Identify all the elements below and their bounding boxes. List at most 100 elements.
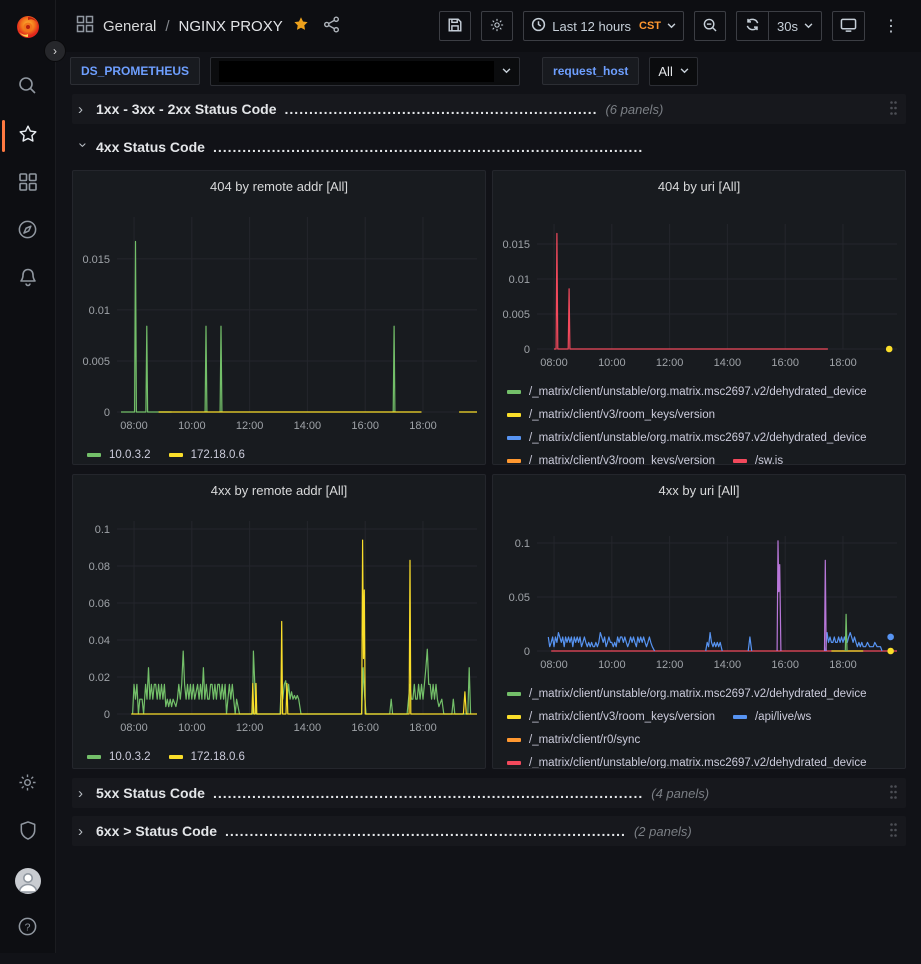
svg-text:0.08: 0.08 xyxy=(89,561,110,573)
svg-text:?: ? xyxy=(25,921,31,933)
timeseries-chart[interactable]: 08:00 10:00 12:00 14:00 16:00 18:00 0 0.005 0.01… xyxy=(73,201,485,441)
svg-text:12:00: 12:00 xyxy=(656,357,684,369)
sidebar-item-profile[interactable] xyxy=(0,857,56,905)
legend-item[interactable]: 172.18.0.6 xyxy=(168,448,245,461)
svg-text:08:00: 08:00 xyxy=(540,357,568,369)
legend-item[interactable]: /_matrix/client/v3/room_keys/version xyxy=(507,711,715,723)
panel-title[interactable]: 404 by uri [All] xyxy=(657,178,741,194)
row-header-6xx[interactable]: › 6xx > Status Code ....................… xyxy=(72,816,906,846)
svg-text:18:00: 18:00 xyxy=(829,659,857,671)
zoom-out-time-button[interactable] xyxy=(694,11,727,41)
svg-text:16:00: 16:00 xyxy=(351,722,379,734)
legend-swatch xyxy=(507,760,521,765)
panel-4xx-by-uri: 4xx by uri [All] 08:00 10:00 12:00 14:00 16:… xyxy=(492,474,906,769)
time-range-label: Last 12 hours xyxy=(552,18,632,34)
legend-item[interactable]: 10.0.3.2 xyxy=(87,449,151,461)
sidebar-item-server-admin[interactable] xyxy=(0,809,56,857)
chevron-down-icon xyxy=(667,23,676,29)
legend-label: 172.18.0.6 xyxy=(190,448,245,461)
legend-swatch xyxy=(87,754,101,759)
panel-4xx-by-remote-addr: 4xx by remote addr [All] 08:00 10:00 12:00… xyxy=(72,474,486,769)
row-drag-handle-icon[interactable] xyxy=(889,822,898,841)
legend-label: 10.0.3.2 xyxy=(109,448,151,461)
variable-value-ds-prometheus[interactable] xyxy=(210,56,521,86)
row-leader-dots: ........................................… xyxy=(225,823,626,839)
legend-swatch xyxy=(168,754,183,759)
legend-item[interactable]: /_matrix/client/unstable/org.matrix.msc2… xyxy=(507,386,867,398)
panel-title[interactable]: 4xx by remote addr [All] xyxy=(210,482,348,498)
legend-item[interactable]: /_matrix/client/r0/sync xyxy=(507,734,640,746)
legend-swatch xyxy=(507,737,521,742)
sidebar-item-dashboards[interactable] xyxy=(0,160,56,208)
svg-text:0.02: 0.02 xyxy=(89,672,110,684)
variable-value-request-host[interactable]: All xyxy=(649,56,698,86)
legend-item[interactable]: /sw.js xyxy=(732,455,783,464)
row-header-1xx-3xx-2xx[interactable]: › 1xx - 3xx - 2xx Status Code ..........… xyxy=(72,94,906,124)
sidebar-expand-button[interactable]: › xyxy=(44,40,66,62)
row-title: 4xx Status Code xyxy=(96,139,205,155)
kebab-menu-button[interactable]: ⋮ xyxy=(875,11,907,41)
legend-item[interactable]: 172.18.0.6 xyxy=(168,751,245,763)
dashboard-scroll-area: › 1xx - 3xx - 2xx Status Code ..........… xyxy=(56,90,921,964)
timeseries-chart[interactable]: 08:00 10:00 12:00 14:00 16:00 18:00 0 0.05 0.1 xyxy=(493,505,905,680)
save-dashboard-button[interactable] xyxy=(439,11,472,41)
refresh-interval-select[interactable]: 30s xyxy=(768,12,821,40)
chart-svg: 08:00 10:00 12:00 14:00 16:00 18:00 0 0.005 0.01… xyxy=(502,224,897,369)
legend-item[interactable]: /_matrix/client/v3/room_keys/version xyxy=(507,455,715,464)
chevron-right-icon: › xyxy=(78,100,83,118)
panel-title[interactable]: 4xx by uri [All] xyxy=(658,482,740,498)
legend-item[interactable]: /_matrix/client/unstable/org.matrix.msc2… xyxy=(507,432,867,444)
grafana-logo-icon[interactable] xyxy=(13,12,43,42)
svg-text:0: 0 xyxy=(524,344,530,356)
legend-item[interactable]: /_matrix/client/unstable/org.matrix.msc2… xyxy=(507,688,867,700)
zoom-out-magnifier-icon xyxy=(702,17,718,36)
svg-text:10:00: 10:00 xyxy=(178,722,206,734)
legend-item[interactable]: 10.0.3.2 xyxy=(87,751,151,763)
clock-icon xyxy=(531,17,546,35)
panel-404-by-remote-addr: 404 by remote addr [All] 08:00 10:00 12:00… xyxy=(72,170,486,465)
panel-legend: 10.0.3.2 172.18.0.6 xyxy=(73,441,485,464)
legend-swatch xyxy=(507,691,521,696)
timeseries-chart[interactable]: 08:00 10:00 12:00 14:00 16:00 18:00 0 0.005 0.01… xyxy=(493,201,905,378)
variable-label-request-host[interactable]: request_host xyxy=(542,57,640,85)
svg-text:0.005: 0.005 xyxy=(82,356,110,368)
favorite-star-icon[interactable] xyxy=(292,15,310,37)
legend-swatch xyxy=(507,714,521,719)
row-drag-handle-icon[interactable] xyxy=(889,784,898,803)
sidebar-item-help[interactable]: ? xyxy=(0,905,56,953)
svg-text:14:00: 14:00 xyxy=(714,659,742,671)
svg-text:0: 0 xyxy=(104,407,110,419)
chevron-down-icon xyxy=(502,68,511,74)
settings-gear-icon xyxy=(489,17,505,36)
dashboard-title[interactable]: NGINX PROXY xyxy=(178,17,283,35)
chevron-down-icon: › xyxy=(74,142,92,147)
refresh-icon xyxy=(745,17,760,35)
variable-label-ds-prometheus[interactable]: DS_PROMETHEUS xyxy=(70,57,201,85)
legend-item[interactable]: /_matrix/client/v3/room_keys/version xyxy=(507,409,715,421)
dashboard-settings-button[interactable] xyxy=(481,11,514,41)
topbar-actions: Last 12 hours CST 30s xyxy=(439,11,907,41)
tv-mode-button[interactable] xyxy=(832,11,865,41)
sidebar-item-starred[interactable] xyxy=(0,112,56,160)
variables-row: DS_PROMETHEUS request_host All xyxy=(56,52,921,90)
legend-item[interactable]: /api/live/ws xyxy=(732,711,811,723)
time-range-picker[interactable]: Last 12 hours CST xyxy=(523,11,685,41)
legend-label: /_matrix/client/r0/sync xyxy=(529,733,641,746)
svg-text:16:00: 16:00 xyxy=(351,420,379,432)
panel-title[interactable]: 404 by remote addr [All] xyxy=(209,178,349,194)
timeseries-chart[interactable]: 08:00 10:00 12:00 14:00 16:00 18:00 0 0.02 0.04 0… xyxy=(73,505,485,743)
legend-item[interactable]: /_matrix/client/unstable/org.matrix.msc2… xyxy=(507,757,867,768)
panel-legend: /_matrix/client/unstable/org.matrix.msc2… xyxy=(493,378,905,464)
sidebar-item-search[interactable] xyxy=(0,64,56,112)
sidebar-item-explore[interactable] xyxy=(0,208,56,256)
breadcrumb-section[interactable]: General xyxy=(103,17,157,35)
legend-swatch xyxy=(732,458,747,463)
row-header-5xx[interactable]: › 5xx Status Code ......................… xyxy=(72,778,906,808)
row-drag-handle-icon[interactable] xyxy=(889,100,898,119)
refresh-button[interactable] xyxy=(737,12,768,40)
row-header-4xx[interactable]: › 4xx Status Code ......................… xyxy=(72,132,906,162)
legend-label: /_matrix/client/unstable/org.matrix.msc2… xyxy=(529,687,867,700)
sidebar-item-alerting[interactable] xyxy=(0,256,56,304)
share-icon[interactable] xyxy=(323,16,340,37)
sidebar-item-configuration[interactable] xyxy=(0,761,56,809)
